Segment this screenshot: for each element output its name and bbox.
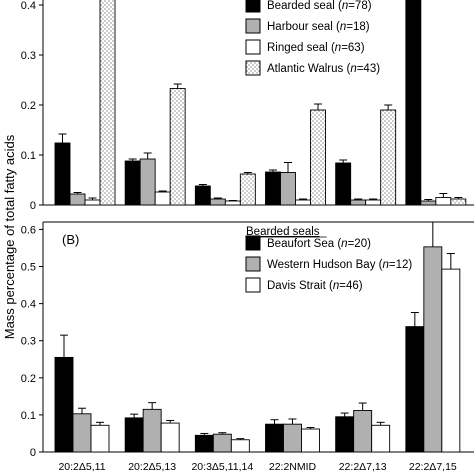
panel-label: (B) [62,232,79,247]
y-tick-label: 0.6 [21,224,36,236]
legend-swatch [245,60,261,76]
bar-beaufort-sea [54,356,74,452]
bar-atlantic-walrus [310,109,326,205]
y-tick-label: 0.1 [21,150,36,162]
legend-entry: Davis Strait (n=46) [267,280,363,292]
legend-swatch [245,39,261,55]
bar-harbour-seal [420,200,437,205]
category-label: 20:2Δ5,13 [128,461,176,473]
category-label: 20:3Δ5,11,14 [191,461,253,473]
category-label: 22:2NMID [269,461,317,473]
y-tick-label: 0.5 [21,262,36,274]
y-tick-label: 0.3 [21,336,36,348]
bar-beaufort-sea [124,417,144,452]
bar-davis-strait [90,424,110,452]
bar-ringed-seal [224,200,241,205]
y-tick-label: 0.3 [21,50,36,62]
y-tick-label: 0.1 [21,410,36,422]
bar-ringed-seal [295,199,311,205]
bar-atlantic-walrus [450,198,467,205]
legend-entry: Atlantic Walrus (n=43) [267,63,380,75]
bar-atlantic-walrus [169,88,186,205]
bar-harbour-seal [350,199,367,205]
bar-beaufort-sea [194,434,214,452]
bar-western-hudson-bay [142,408,162,452]
legend-entry: Harbour seal (n=18) [267,21,370,33]
bar-davis-strait [160,422,180,452]
bar-davis-strait [371,424,391,452]
category-label: 20:2Δ5,11 [58,461,105,473]
legend-swatch [245,256,261,272]
bars [54,222,461,452]
bar-harbour-seal [209,198,226,205]
legend-swatch [245,277,261,293]
bar-ringed-seal [154,191,171,205]
bar-davis-strait [301,428,320,452]
bar-beaufort-sea [335,416,355,452]
panel-b: 0 0.1 0.2 0.3 0.4 0.5 0.6 20:2Δ5,11 20:2Δ5,13 20:… [21,221,474,473]
panel-a: 0 0.1 0.2 0.3 0.4 Bearded seal (n=78) Harbour … [21,0,474,212]
bar-bearded-seal [194,185,211,205]
legend-swatch [245,235,261,251]
y-tick-label: 0 [30,200,36,212]
bar-davis-strait [441,268,461,452]
bar-harbour-seal [280,172,296,205]
category-label: 22:2Δ7,13 [339,461,387,473]
bar-atlantic-walrus [380,109,397,205]
bar-bearded-seal [335,162,352,205]
bar-bearded-seal [265,171,281,205]
y-tick-label: 0.2 [21,373,36,385]
y-tick-label: 0.4 [21,0,36,12]
bar-harbour-seal [139,158,156,205]
legend-entry: Ringed seal (n=63) [267,42,365,54]
y-tick-label: 0.4 [21,299,36,311]
bar-western-hudson-bay [212,433,232,452]
bar-western-hudson-bay [423,246,443,452]
legend-title: Bearded seals [246,226,320,238]
bars [54,0,467,205]
bar-ringed-seal [365,199,382,205]
y-tick-label: 0 [30,447,36,459]
bar-western-hudson-bay [283,423,302,452]
legend-entry: Beaufort Sea (n=20) [267,238,371,250]
bar-ringed-seal [84,199,101,205]
bar-bearded-seal [124,160,141,205]
category-label: 22:2Δ7,15 [409,461,457,473]
legend-entry: Western Hudson Bay (n=12) [267,259,412,271]
bar-western-hudson-bay [353,410,373,452]
bar-western-hudson-bay [72,413,92,452]
bar-bearded-seal [54,142,71,205]
bar-bearded-seal [405,0,422,205]
legend-swatch [245,0,261,13]
bar-harbour-seal [69,193,86,205]
bar-beaufort-sea [265,423,284,452]
bar-ringed-seal [435,197,452,205]
y-tick-label: 0.2 [21,100,36,112]
bar-beaufort-sea [405,326,425,452]
bar-atlantic-walrus [99,0,116,205]
y-axis-label: Mass percentage of total fatty acids [2,134,17,339]
legend-swatch [245,18,261,34]
legend-entry: Bearded seal (n=78) [267,0,372,12]
bar-atlantic-walrus [239,173,256,205]
bar-davis-strait [230,439,250,452]
